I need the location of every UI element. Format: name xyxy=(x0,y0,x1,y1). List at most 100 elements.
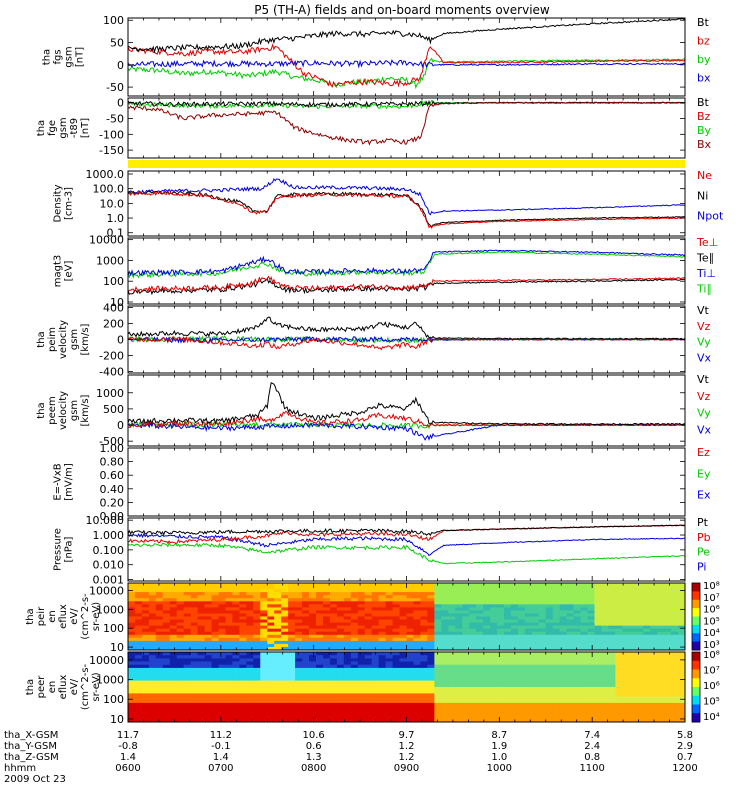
x-tick-label: 2.4 xyxy=(584,741,600,752)
colorbar-cell xyxy=(692,695,700,705)
colorbar-label: 10⁷ xyxy=(703,666,720,677)
series-line xyxy=(128,541,685,565)
x-tick-label: 11.2 xyxy=(210,730,232,741)
legend-entry: Ti⊥ xyxy=(696,267,716,280)
y-axis-label: peer xyxy=(36,675,47,699)
series-line xyxy=(128,277,685,296)
x-tick-label: 7.4 xyxy=(584,730,600,741)
x-tick-label: 0800 xyxy=(301,763,326,774)
colorbar-label: 10⁴ xyxy=(703,712,720,723)
y-tick-label: 10 xyxy=(110,641,124,654)
legend-entry: Bt xyxy=(697,96,710,109)
legend-entry: bx xyxy=(697,72,711,85)
series-line xyxy=(128,275,685,293)
legend-entry: Te⊥ xyxy=(696,236,718,249)
colorbar-label: 10⁸ xyxy=(703,581,720,592)
panel-11: 10⁸ 10⁷ 10⁶ 10⁵ 10⁴ 10000 1000 100 10 tha peer en ef… xyxy=(25,650,720,726)
y-tick-label: 10 xyxy=(110,713,124,726)
x-tick-label: 11.7 xyxy=(117,730,139,741)
legend-entry: Vx xyxy=(697,351,712,364)
x-tick-label: 2.9 xyxy=(677,741,693,752)
y-axis-label: en xyxy=(47,681,58,694)
y-tick-label: 400 xyxy=(103,302,124,315)
colorbar-cell xyxy=(692,641,700,651)
colorbar-label: 10³ xyxy=(703,640,720,651)
legend-entry: Pb xyxy=(697,531,711,544)
y-tick-label: 0 xyxy=(117,97,124,110)
y-tick-label: 10 xyxy=(110,296,124,309)
legend-entry: Bz xyxy=(697,110,711,123)
series-line xyxy=(128,101,685,146)
series-line xyxy=(128,190,685,228)
y-tick-label: 1.000 xyxy=(93,529,125,542)
y-axis-label: (cm^2-s- xyxy=(80,663,91,710)
y-tick-label: 0.010 xyxy=(93,559,125,572)
legend-entry: Bt xyxy=(697,16,710,29)
y-axis-label: [nPa] xyxy=(64,536,75,562)
series-line xyxy=(128,532,685,557)
y-axis-label: [cm-3] xyxy=(64,187,75,220)
y-tick-label: 100 xyxy=(103,693,124,706)
x-tick-label: 0700 xyxy=(208,763,233,774)
x-tick-label: 1.4 xyxy=(120,752,136,763)
y-axis-label: tha xyxy=(36,120,47,136)
y-tick-label: 1000 xyxy=(96,387,124,400)
y-tick-label: 0.60 xyxy=(100,469,125,482)
y-tick-label: 1.00 xyxy=(100,442,125,455)
y-tick-label: 50 xyxy=(110,37,124,50)
y-axis-label: velocity xyxy=(58,391,69,430)
legend-entry: bz xyxy=(697,35,710,48)
legend-entry: Ti∥ xyxy=(696,283,712,296)
colorbar-cell xyxy=(692,591,700,601)
y-axis-label: peir xyxy=(36,606,47,626)
y-axis-label: [eV] xyxy=(64,261,75,282)
legend-entry: Vt xyxy=(697,304,710,317)
y-tick-label: 0 xyxy=(117,334,124,347)
colorbar-cell xyxy=(692,633,700,643)
panel-frame xyxy=(127,237,686,305)
series-line xyxy=(128,177,685,216)
y-axis-label: tha xyxy=(25,679,36,695)
y-tick-label: 0.80 xyxy=(100,456,125,469)
colorbar-label: 10⁵ xyxy=(703,616,720,627)
series-line xyxy=(128,57,685,90)
y-tick-label: 10000 xyxy=(89,654,124,667)
legend-entry: Ey xyxy=(697,467,711,480)
series-line xyxy=(128,18,685,54)
legend-entry: By xyxy=(697,124,712,137)
y-axis-label: sr-eV) xyxy=(91,672,102,701)
y-axis-label: sr-eV) xyxy=(91,602,102,631)
y-axis-label: Density xyxy=(53,184,64,222)
y-axis-label: tha xyxy=(36,331,47,347)
y-tick-label: 0.1 xyxy=(107,227,125,240)
y-tick-label: 0.20 xyxy=(100,496,125,509)
y-axis-label: velocity xyxy=(58,320,69,359)
series-line xyxy=(128,335,685,344)
x-tick-label: 0.6 xyxy=(306,741,322,752)
y-axis-label: peim xyxy=(47,327,58,352)
panel-8: 1.000.800.600.400.200.00 E=-VxB [mV/m] Ez Ey… xyxy=(53,442,711,523)
x-row-label: tha_Y-GSM xyxy=(4,741,57,752)
series-line xyxy=(128,316,685,340)
y-tick-label: 10000 xyxy=(89,585,124,598)
x-axis-labels: tha_X-GSM 11.7 11.2 10.6 9.7 8.7 7.4 5.8 tha_Y-G… xyxy=(4,730,698,785)
y-axis-label: Pressure xyxy=(53,528,64,571)
y-tick-label: -150 xyxy=(99,144,124,157)
y-tick-label: 100 xyxy=(103,622,124,635)
spectrogram-10 xyxy=(128,583,685,650)
x-tick-label: 1.2 xyxy=(399,741,415,752)
y-tick-label: 10.000 xyxy=(86,514,125,527)
colorbar-cell xyxy=(692,678,700,688)
y-axis-label: [km/s] xyxy=(80,394,91,426)
y-tick-label: -500 xyxy=(99,435,124,448)
y-axis-label: gsm xyxy=(69,329,80,350)
legend-entry: Vz xyxy=(697,320,711,333)
y-tick-label: 1.0 xyxy=(107,212,125,225)
x-tick-label: 0.8 xyxy=(584,752,600,763)
colorbar-cell xyxy=(692,660,700,670)
legend-entry: Ex xyxy=(697,489,711,502)
colorbar-cell xyxy=(692,713,700,723)
panel-9: 10.000 1.000 0.100 0.010 0.001 Pressure [nPa] P… xyxy=(53,514,711,586)
